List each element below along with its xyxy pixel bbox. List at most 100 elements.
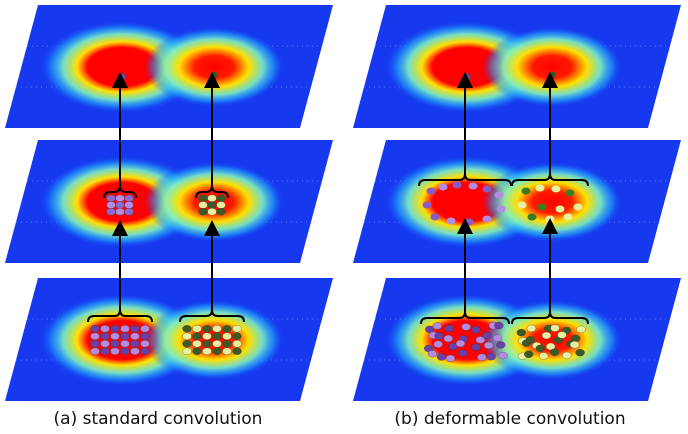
dot xyxy=(496,205,506,213)
dot xyxy=(477,353,487,361)
dot xyxy=(130,347,140,355)
dot xyxy=(471,326,481,334)
dot xyxy=(100,332,110,340)
dot xyxy=(555,205,565,213)
dot xyxy=(541,331,552,340)
dot xyxy=(483,341,494,350)
diagram-body xyxy=(5,5,681,401)
dot xyxy=(535,344,545,353)
dot xyxy=(130,332,140,340)
dot xyxy=(192,332,202,340)
dot xyxy=(212,347,222,355)
dot xyxy=(110,340,120,348)
dot xyxy=(106,194,116,202)
dot xyxy=(463,73,471,81)
dot xyxy=(562,351,572,360)
dot xyxy=(461,323,471,331)
caption-right: (b) deformable convolution xyxy=(394,409,625,429)
dot xyxy=(436,353,447,361)
dot xyxy=(222,325,232,333)
dot xyxy=(433,340,443,348)
dot xyxy=(446,217,456,225)
dot xyxy=(557,331,567,339)
dot xyxy=(216,208,226,216)
dot xyxy=(90,347,100,355)
dot xyxy=(115,201,125,209)
dot xyxy=(140,347,150,355)
dot xyxy=(569,341,580,349)
dot xyxy=(202,347,212,355)
dot xyxy=(182,332,192,340)
dot xyxy=(232,340,242,348)
dot xyxy=(140,340,150,348)
dot xyxy=(192,325,202,333)
dot xyxy=(115,194,125,202)
dot xyxy=(118,73,126,81)
dot xyxy=(426,187,436,195)
dot xyxy=(524,350,534,358)
dot xyxy=(110,347,120,355)
dot xyxy=(432,322,442,330)
dot xyxy=(494,321,504,330)
dot xyxy=(482,215,492,223)
dot xyxy=(573,203,583,211)
dot xyxy=(448,342,458,351)
caption-left: (a) standard convolution xyxy=(54,409,263,429)
dot xyxy=(526,324,537,333)
dot xyxy=(182,347,192,355)
dot xyxy=(422,201,432,209)
dot xyxy=(212,332,222,340)
dot xyxy=(198,201,208,209)
dot xyxy=(486,353,496,361)
dot xyxy=(550,348,560,356)
dot xyxy=(494,191,504,199)
dot xyxy=(124,194,134,202)
dot xyxy=(115,208,125,216)
dot xyxy=(482,185,492,193)
dot xyxy=(443,334,453,343)
dot xyxy=(545,342,556,351)
heat-blob xyxy=(144,300,284,380)
heat-blob xyxy=(482,300,622,380)
dot xyxy=(492,334,503,342)
dot xyxy=(232,347,242,355)
dot xyxy=(106,201,116,209)
dot xyxy=(550,324,560,332)
dot xyxy=(576,325,586,334)
dot xyxy=(455,339,466,348)
dot xyxy=(90,332,100,340)
dot xyxy=(498,351,508,360)
dot xyxy=(424,325,435,333)
dot xyxy=(202,325,212,333)
dot xyxy=(212,340,222,348)
dot xyxy=(100,325,110,333)
dot xyxy=(120,340,130,348)
dot xyxy=(212,325,222,333)
dot xyxy=(100,347,110,355)
dot xyxy=(535,184,545,192)
dot xyxy=(445,354,456,363)
dot xyxy=(464,218,474,226)
dot xyxy=(551,185,561,193)
dot xyxy=(563,213,573,221)
dot xyxy=(100,340,110,348)
dot xyxy=(471,343,481,351)
dot xyxy=(90,340,100,348)
dot xyxy=(124,208,134,216)
dot xyxy=(110,332,120,340)
dot xyxy=(537,203,547,211)
dot xyxy=(548,71,556,79)
dot xyxy=(207,194,217,202)
dot xyxy=(210,71,218,79)
dot xyxy=(90,325,100,333)
dot xyxy=(216,194,226,202)
dot xyxy=(202,332,212,340)
dot xyxy=(430,213,440,221)
dot xyxy=(452,181,462,189)
dot xyxy=(575,349,585,357)
dot xyxy=(140,332,150,340)
dot xyxy=(517,201,527,209)
dot xyxy=(202,340,212,348)
dot xyxy=(516,328,526,337)
dot xyxy=(222,332,232,340)
